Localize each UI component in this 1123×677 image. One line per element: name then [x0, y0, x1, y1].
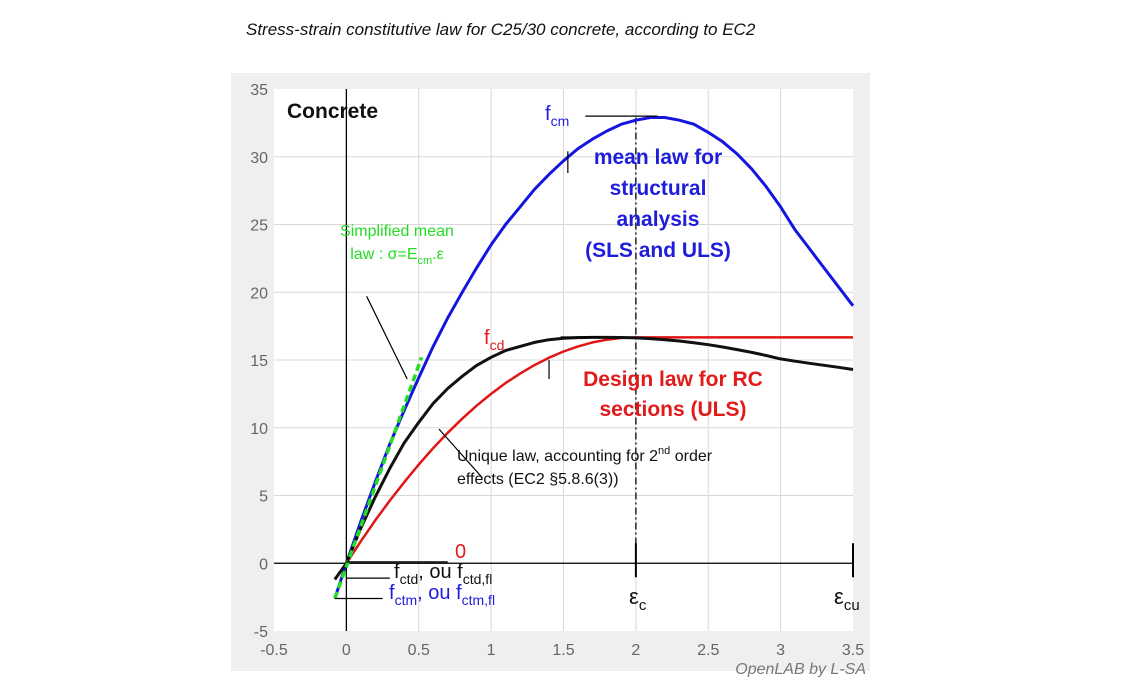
mean-law-curve	[333, 116, 855, 599]
fcd-label: fcd	[484, 327, 504, 353]
y-tick-label: -5	[254, 624, 268, 641]
svg-text:(SLS and ULS): (SLS and ULS)	[585, 239, 731, 262]
x-tick-label: 3.5	[842, 642, 864, 659]
y-tick-label: 5	[259, 489, 268, 506]
mean-law-label: mean law for structural analysis (SLS an…	[585, 146, 731, 262]
y-tick-label: 20	[250, 285, 268, 302]
credit-label: OpenLAB by L-SA	[735, 661, 866, 677]
leader-lines	[334, 115, 658, 600]
simplified-law-line	[333, 356, 424, 600]
panel-label: Concrete	[287, 100, 378, 123]
svg-text:Unique law, accounting for 2nd: Unique law, accounting for 2nd order	[457, 445, 713, 465]
unique-law-label: Unique law, accounting for 2nd order eff…	[457, 445, 713, 488]
x-tick-label: 1	[487, 642, 496, 659]
svg-text:law : σ=Ecm.ε: law : σ=Ecm.ε	[350, 246, 443, 267]
eps-cu-label: εcu	[834, 584, 860, 614]
fctm-label: fctm, ou fctm,fl	[389, 582, 495, 608]
x-tick-label: 2.5	[697, 642, 719, 659]
y-tick-label: 0	[259, 556, 268, 573]
svg-text:analysis: analysis	[617, 208, 700, 231]
x-tick-label: 2	[631, 642, 640, 659]
unique-law-leader	[438, 428, 483, 479]
y-tick-label: 15	[250, 353, 268, 370]
svg-text:sections (ULS): sections (ULS)	[599, 398, 746, 421]
tick-labels: -0.5 0 0.5 1 1.5 2 2.5 3 3.5 -5 0 5 10 15 20 25 30 35	[250, 82, 864, 659]
x-tick-label: 0.5	[408, 642, 430, 659]
x-tick-label: 0	[342, 642, 351, 659]
svg-text:Design law for RC: Design law for RC	[583, 368, 763, 391]
axes	[274, 89, 854, 631]
simplified-law-label: Simplified mean law : σ=Ecm.ε	[340, 223, 454, 267]
svg-text:structural: structural	[610, 177, 707, 200]
zero-label: 0	[455, 541, 466, 563]
y-tick-label: 25	[250, 218, 268, 235]
svg-text:mean law for: mean law for	[594, 146, 722, 169]
design-law-label: Design law for RC sections (ULS)	[583, 368, 763, 421]
x-tick-label: -0.5	[260, 642, 288, 659]
fctd-label: fctd, ou fctd,fl	[394, 561, 492, 587]
simplified-law-leader	[366, 296, 408, 380]
figure-title: Stress-strain constitutive law for C25/3…	[246, 20, 756, 39]
y-tick-label: 35	[250, 82, 268, 99]
x-tick-label: 3	[776, 642, 785, 659]
svg-text:effects (EC2 §5.8.6(3)): effects (EC2 §5.8.6(3))	[457, 471, 619, 488]
x-tick-label: 1.5	[552, 642, 574, 659]
fcm-label: fcm	[545, 103, 569, 129]
y-tick-label: 10	[250, 421, 268, 438]
y-tick-label: 30	[250, 150, 268, 167]
eps-c-label: εc	[629, 584, 647, 614]
svg-text:Simplified mean: Simplified mean	[340, 223, 454, 240]
